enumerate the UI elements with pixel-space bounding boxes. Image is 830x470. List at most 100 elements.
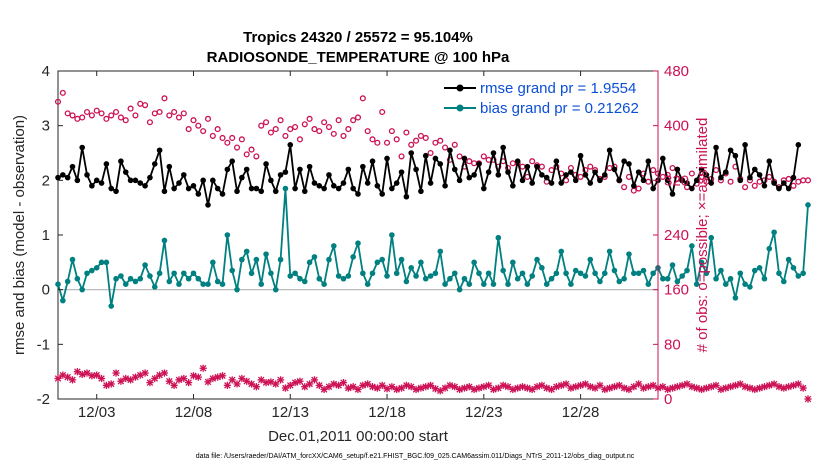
obs-assimilated-point [620,384,628,392]
rmse-point [790,174,797,181]
y-tick-label: -1 [37,336,50,353]
bias-point [171,270,177,277]
bias-point [176,281,182,288]
obs-possible-point [171,108,178,116]
obs-assimilated-point [93,371,101,379]
obs-assimilated-point [494,384,502,392]
obs-assimilated-point [760,383,769,391]
obs-possible-point [287,126,294,133]
rmse-point [118,158,124,164]
obs-assimilated-point [64,373,72,381]
obs-assimilated-point [533,383,541,391]
bias-point [466,281,473,288]
rmse-point [461,155,468,162]
bias-point [437,248,444,255]
obs-possible-point [83,108,91,116]
bias-point [684,267,690,274]
bias-point [660,275,666,282]
obs-possible-point [132,112,139,119]
rmse-point [408,150,415,156]
rmse-point [113,188,119,195]
bias-point [805,202,811,208]
x-axis-label: Dec.01,2011 00:00:00 start [268,428,449,445]
rmse-point [500,144,506,151]
bias-point [514,275,521,282]
bias-point [490,281,497,288]
obs-assimilated-point [785,383,793,391]
bias-series-layer [55,185,811,309]
obs-assimilated-point [320,385,328,394]
bias-point [713,275,719,282]
bias-point [55,281,61,288]
rmse-point [243,166,250,173]
rmse-point [756,172,763,178]
rmse-point [660,155,666,162]
obs-possible-point [103,115,110,122]
obs-possible-point [785,175,792,183]
rmse-point [340,180,347,186]
bias-point [408,265,415,271]
bias-point [142,262,148,268]
rmse-point [335,185,342,192]
obs-assimilated-point [746,384,754,392]
rmse-point [316,183,323,189]
rmse-point [321,185,327,192]
obs-assimilated-point [112,369,120,377]
rmse-point [403,193,410,200]
bias-point [384,273,390,279]
rmse-point [785,185,792,192]
obs-possible-point [224,139,231,146]
obs-assimilated-point [233,380,241,388]
rmse-point [718,174,724,181]
obs-assimilated-point [267,378,275,386]
bias-point [321,281,327,288]
rmse-point [548,180,555,186]
obs-possible-point [233,144,241,151]
rmse-point [389,185,395,192]
obs-possible-point [383,139,391,146]
obs-assimilated-point [489,385,498,394]
rmse-point [645,158,652,164]
obs-possible-point [713,167,720,174]
bias-point [635,270,642,277]
rmse-point [432,155,439,162]
rmse-series-layer [55,142,802,208]
legend-box [440,76,652,120]
bias-point [84,270,90,277]
rmse-point [55,174,61,181]
obs-possible-point [345,126,352,133]
bias-point [418,259,424,266]
rmse-point [60,172,66,178]
obs-possible-point [79,114,86,121]
bias-point [582,273,589,279]
bias-point [447,275,453,282]
obs-possible-point [301,121,308,128]
bias-point [210,259,216,266]
obs-possible-point [422,134,429,142]
rmse-point [572,177,579,184]
obs-assimilated-point [470,385,478,394]
rmse-point [93,177,100,184]
obs-assimilated-point [456,385,464,394]
rmse-point [398,169,405,175]
y2-tick-label: 160 [664,282,689,299]
rmse-point [742,142,748,148]
rmse-point [379,191,385,197]
rmse-point [553,158,560,164]
bias-point [645,281,652,288]
rmse-point [108,185,115,192]
obs-assimilated-point [296,377,304,385]
bias-point [389,232,395,238]
rmse-point [771,180,777,186]
obs-assimilated-point [765,381,773,389]
rmse-point [640,177,647,184]
obs-possible-point [277,117,284,124]
bias-point [89,267,95,274]
bias-point [553,270,560,277]
obs-assimilated-point [378,381,386,389]
bias-point [626,251,632,257]
bias-point [577,270,584,277]
rmse-point [679,177,685,184]
bias-point [268,270,274,277]
rmse-point [471,172,477,178]
